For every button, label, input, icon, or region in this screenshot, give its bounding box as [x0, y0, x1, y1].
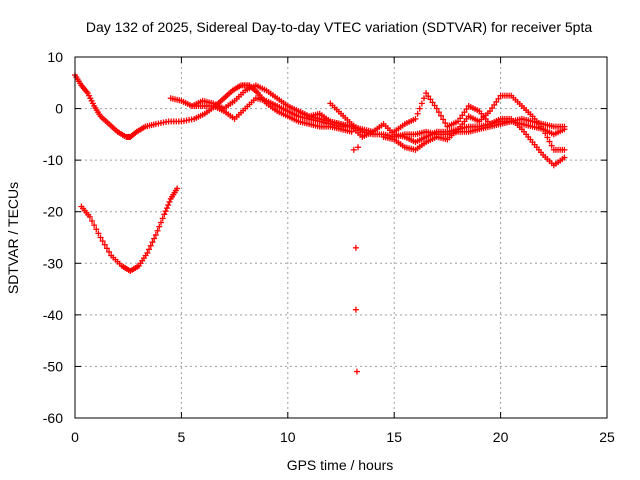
data-point	[418, 100, 425, 107]
data-point	[561, 123, 568, 130]
data-point	[420, 95, 427, 102]
data-point	[166, 198, 173, 205]
data-point	[544, 134, 551, 141]
data-points	[72, 72, 568, 375]
x-axis-label: GPS time / hours	[287, 457, 394, 473]
data-point	[156, 223, 163, 230]
data-point	[152, 231, 159, 238]
data-point	[461, 109, 468, 116]
data-point	[435, 109, 442, 116]
data-point	[442, 120, 449, 127]
data-point	[495, 95, 502, 102]
x-tick-label: 10	[280, 429, 296, 445]
data-point	[486, 108, 493, 115]
data-point	[542, 130, 549, 137]
data-point	[149, 239, 156, 246]
data-point	[159, 215, 166, 222]
data-point	[154, 227, 161, 234]
data-point	[540, 126, 547, 133]
data-point	[423, 90, 430, 97]
data-point	[433, 105, 440, 112]
data-point	[561, 154, 568, 161]
data-point	[561, 146, 568, 153]
data-point	[491, 101, 498, 108]
axis-ticks: 0 5 10 15 20 25 -60 -50 -40 -30 -20 -10 0 10	[43, 49, 615, 445]
x-tick-label: 25	[599, 429, 615, 445]
data-point	[348, 128, 355, 135]
data-point	[416, 105, 423, 112]
data-point	[440, 116, 447, 123]
data-point	[489, 105, 496, 112]
data-point	[427, 96, 434, 103]
data-point	[546, 138, 553, 145]
data-point	[457, 115, 464, 122]
data-point	[147, 242, 154, 249]
data-point	[414, 110, 421, 117]
x-tick-label: 20	[493, 429, 509, 445]
data-point	[350, 146, 357, 153]
data-point	[355, 144, 362, 151]
data-point	[455, 118, 462, 125]
data-point	[157, 219, 164, 226]
data-point	[89, 217, 96, 224]
data-point	[463, 106, 470, 113]
data-point	[174, 185, 181, 192]
data-point	[431, 102, 438, 109]
data-point	[97, 234, 104, 241]
data-point	[95, 230, 102, 237]
plot-frame	[74, 56, 608, 419]
y-tick-label: -40	[43, 307, 63, 323]
data-point	[99, 238, 106, 245]
data-point	[429, 99, 436, 106]
y-tick-label: 10	[47, 49, 63, 65]
chart-title: Day 132 of 2025, Sidereal Day-to-day VTE…	[86, 19, 593, 35]
y-tick-label: -60	[43, 410, 63, 426]
data-point	[352, 306, 359, 313]
data-point	[162, 208, 169, 215]
y-tick-label: -30	[43, 255, 63, 271]
y-tick-label: 0	[55, 101, 63, 117]
data-point	[548, 142, 555, 149]
data-point	[146, 246, 153, 253]
y-tick-label: -20	[43, 204, 63, 220]
y-axis-label: SDTVAR / TECUs	[5, 182, 21, 294]
y-tick-label: -50	[43, 358, 63, 374]
data-point	[86, 213, 93, 220]
data-point	[106, 248, 113, 255]
x-tick-label: 5	[178, 429, 186, 445]
data-point	[352, 244, 359, 251]
data-point	[91, 222, 98, 229]
data-point	[353, 368, 360, 375]
y-tick-label: -10	[43, 152, 63, 168]
data-point	[425, 93, 432, 100]
data-point	[412, 115, 419, 122]
data-point	[93, 226, 100, 233]
data-point	[101, 241, 108, 248]
data-point	[493, 98, 500, 105]
data-point	[459, 112, 466, 119]
data-point	[144, 249, 151, 256]
x-tick-label: 0	[71, 429, 79, 445]
data-point	[161, 211, 168, 218]
data-point	[103, 245, 110, 252]
data-point	[438, 112, 445, 119]
data-point	[163, 205, 170, 212]
x-tick-label: 15	[386, 429, 402, 445]
data-point	[165, 202, 172, 209]
data-point	[151, 235, 158, 242]
